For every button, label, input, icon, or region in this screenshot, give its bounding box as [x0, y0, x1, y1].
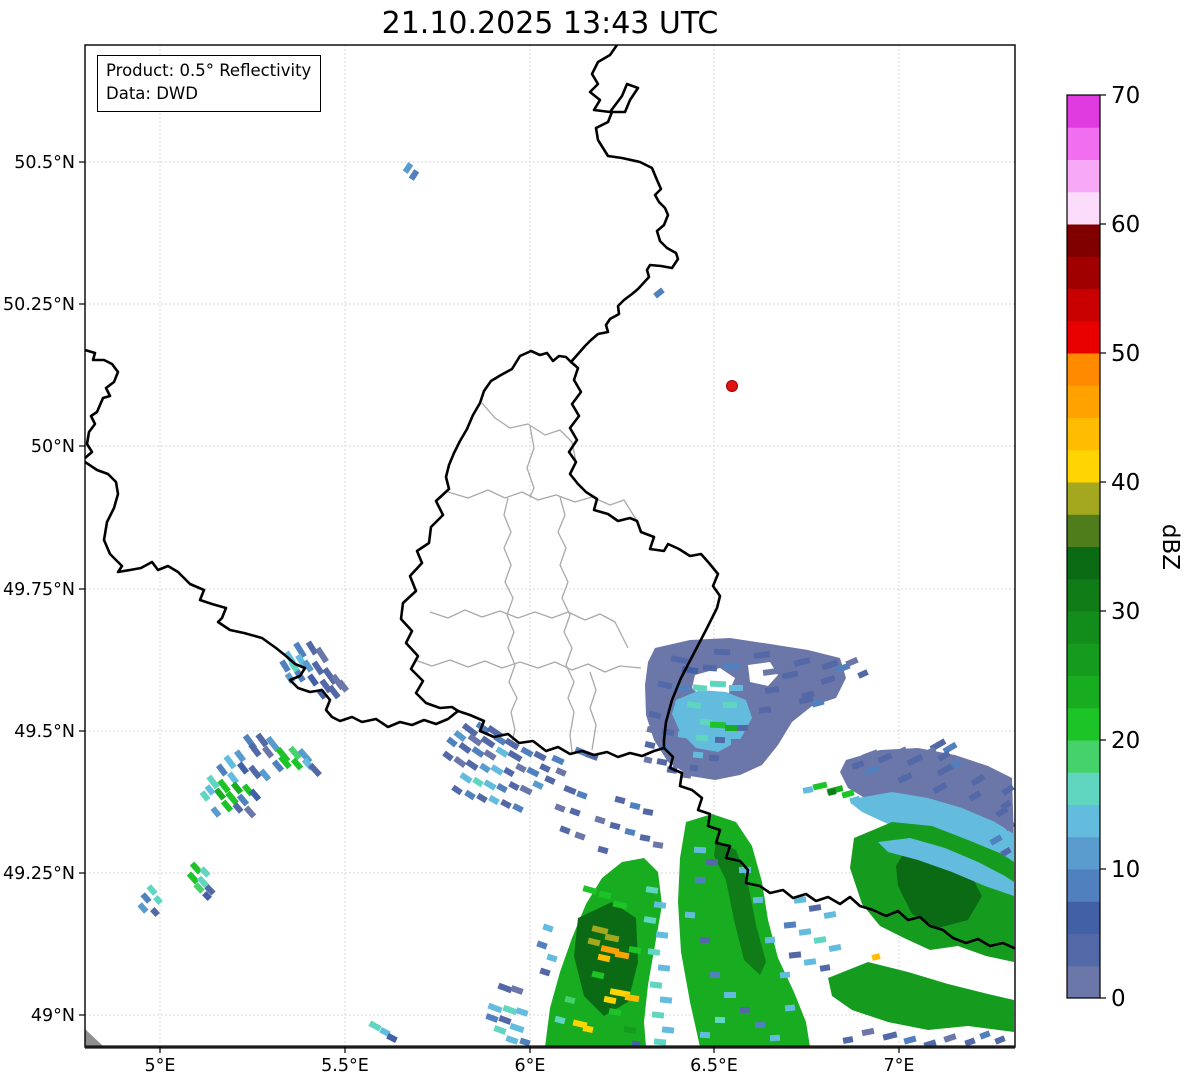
page-title: 21.10.2025 13:43 UTC — [381, 6, 719, 41]
colorbar-tick-label: 0 — [1111, 986, 1126, 1012]
echo-blob — [878, 838, 1014, 896]
x-tick-label: 6°E — [515, 1056, 546, 1076]
canton-borders — [414, 402, 642, 753]
colorbar-unit-label: dBZ — [1157, 523, 1183, 571]
x-tick-label: 5.5°E — [321, 1056, 369, 1076]
reflectivity-bins — [137, 162, 1015, 1047]
product-annotation-box: Product: 0.5° Reflectivity Data: DWD — [97, 55, 322, 112]
x-tick-label: 6.5°E — [690, 1056, 738, 1076]
y-tick-label: 50.25°N — [3, 295, 75, 315]
reflectivity-blobs — [545, 638, 1014, 1047]
map-layers — [85, 45, 1015, 1047]
radar-location-dot — [726, 380, 738, 392]
echo-blob — [828, 962, 1014, 1032]
y-tick-label: 49°N — [31, 1006, 75, 1026]
colorbar-tick-label: 60 — [1111, 212, 1140, 238]
colorbar-tick-label: 10 — [1111, 857, 1140, 883]
country-borders — [85, 45, 1015, 950]
colorbar-tick-label: 40 — [1111, 470, 1140, 496]
colorbar-tick-label: 70 — [1111, 83, 1140, 109]
colorbar-tick-label: 20 — [1111, 728, 1140, 754]
colorbar: 0 10 20 30 40 50 60 70 — [1066, 83, 1140, 1012]
y-tick-label: 50°N — [31, 437, 75, 457]
axis-ticks: 5°E 5.5°E 6°E 6.5°E 7°E 50.5°N 50.25°N 50°N 49.7… — [3, 153, 914, 1076]
y-tick-label: 49.75°N — [3, 580, 75, 600]
colorbar-tick-label: 30 — [1111, 599, 1140, 625]
graticule-gridlines — [85, 45, 1015, 1047]
corner-coast-wedge — [85, 1029, 104, 1047]
y-tick-label: 49.25°N — [3, 864, 75, 884]
x-tick-label: 5°E — [145, 1056, 176, 1076]
data-source-line: Data: DWD — [106, 84, 198, 104]
echo-blob — [714, 840, 766, 975]
echo-blob — [748, 662, 778, 686]
colorbar-tick-label: 50 — [1111, 341, 1140, 367]
y-tick-label: 50.5°N — [14, 153, 75, 173]
product-line: Product: 0.5° Reflectivity — [106, 61, 312, 80]
x-tick-label: 7°E — [884, 1056, 915, 1076]
y-tick-label: 49.5°N — [14, 722, 75, 742]
